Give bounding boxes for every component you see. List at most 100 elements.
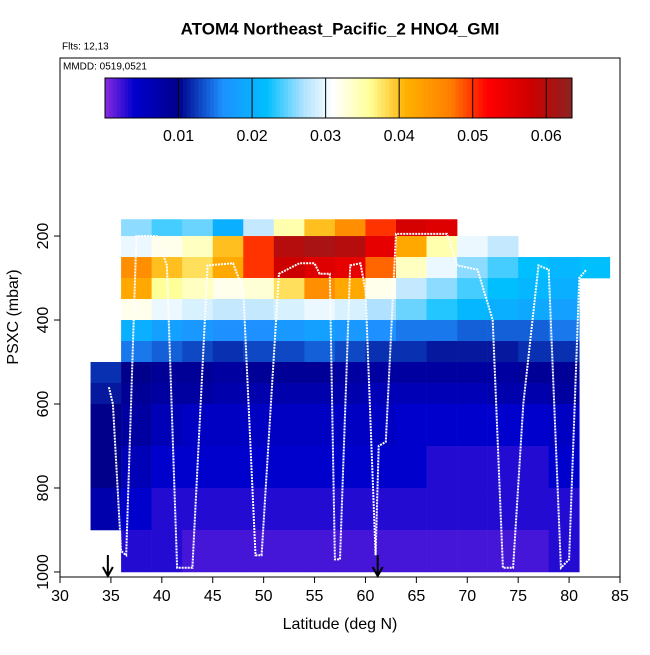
heatmap-cell [304, 362, 336, 384]
heatmap-cell [273, 487, 305, 531]
colorbar-swatch [556, 78, 561, 118]
colorbar-swatch [552, 78, 557, 118]
heatmap-cell [396, 219, 427, 237]
x-tick-label: 40 [153, 588, 171, 605]
heatmap-cell [212, 404, 244, 447]
colorbar-swatch [443, 78, 448, 118]
colorbar-swatch [112, 78, 118, 118]
colorbar-swatch [416, 78, 421, 118]
colorbar-swatch [124, 78, 129, 118]
colorbar-swatch [256, 78, 262, 118]
heatmap-cell [518, 278, 550, 300]
heatmap-cell [334, 320, 366, 342]
heatmap-cell [457, 383, 488, 405]
heatmap-cell [182, 257, 214, 279]
heatmap-cell [304, 404, 336, 447]
colorbar-swatch [486, 78, 491, 118]
heatmap-cell [212, 278, 244, 300]
colorbar-swatch [143, 78, 149, 118]
colorbar-swatch [322, 78, 328, 118]
colorbar-swatch [517, 78, 522, 118]
heatmap-cell [365, 445, 397, 489]
heatmap-cell [334, 341, 366, 363]
colorbar-swatch [498, 78, 503, 118]
heatmap-cell [212, 383, 244, 405]
colorbar-swatch [284, 78, 289, 118]
heatmap-cell [151, 404, 183, 447]
colorbar-swatch [221, 78, 227, 118]
heatmap-cell [518, 341, 550, 363]
colorbar-swatch [404, 78, 410, 118]
colorbar-swatch [260, 78, 266, 118]
colorbar-tick-label: 0.05 [457, 128, 488, 145]
colorbar-swatch [447, 78, 452, 118]
colorbar-swatch [400, 78, 406, 118]
track-layer [101, 232, 588, 579]
colorbar-swatch [482, 78, 487, 118]
heatmap-cell [212, 219, 244, 237]
y-tick-label: 200 [35, 223, 52, 250]
colorbar-swatch [431, 78, 437, 118]
dates-label: MMDD: 0519,0521 [63, 62, 147, 73]
location-arrow [371, 555, 384, 579]
heatmap-cell [548, 487, 580, 531]
colorbar-swatch [245, 78, 250, 118]
colorbar-swatch [525, 78, 530, 118]
heatmap-cell [273, 278, 305, 300]
heatmap-cell [243, 362, 275, 384]
colorbar-swatch [536, 78, 542, 118]
heatmap-cell [121, 404, 152, 447]
colorbar-swatch [237, 78, 242, 118]
heatmap-cell [548, 278, 580, 300]
colorbar-swatch [361, 78, 367, 118]
plot-frame [59, 57, 621, 578]
heatmap-cell [334, 219, 366, 237]
x-tick-label: 50 [255, 588, 273, 605]
colorbar-swatch [424, 78, 429, 118]
heatmap-cell [151, 219, 183, 237]
heatmap-cell [548, 257, 580, 279]
heatmap-cell [518, 257, 550, 279]
heatmap-cell [396, 236, 427, 258]
colorbar-swatch [264, 78, 269, 118]
colorbar-swatch [213, 78, 219, 118]
colorbar: 0.01 0.02 0.03 0.04 0.05 0.06 [104, 77, 573, 145]
heatmap-cell [487, 445, 519, 489]
heatmap-cell [304, 383, 336, 405]
heatmap-cell [90, 362, 122, 384]
heatmap-cell [212, 341, 244, 363]
colorbar-swatch [428, 78, 433, 118]
heatmap-cell [487, 383, 519, 405]
heatmap-cell [334, 383, 366, 405]
colorbar-swatch [280, 78, 285, 118]
colorbar-swatch [357, 78, 363, 118]
y-axis-label: PSXC (mbar) [5, 269, 22, 364]
colorbar-swatch [346, 78, 351, 118]
heatmap-cell [365, 362, 397, 384]
heatmap-cell [182, 487, 214, 531]
x-tick-label: 85 [611, 588, 629, 605]
colorbar-tick-label: 0.02 [237, 128, 268, 145]
heatmap-cell [487, 257, 519, 279]
heatmap-cell [151, 383, 183, 405]
colorbar-swatch [540, 78, 546, 118]
heatmap-cell [426, 219, 458, 237]
heatmap-cell [182, 383, 214, 405]
colorbar-swatch [217, 78, 223, 118]
heatmap-cell [121, 257, 152, 279]
location-arrow [101, 555, 114, 579]
colorbar-swatch [334, 78, 339, 118]
colorbar-swatch [365, 78, 371, 118]
colorbar-tick-label: 0.01 [163, 128, 194, 145]
heatmap-cell [243, 299, 275, 321]
colorbar-swatch [381, 78, 386, 118]
colorbar-swatch [377, 78, 382, 118]
colorbar-swatch [509, 78, 515, 118]
heatmap-cell [548, 529, 580, 573]
heatmap-cell [365, 257, 397, 279]
chart-title: ATOM4 Northeast_Pacific_2 HNO4_GMI [181, 19, 500, 38]
heatmap-cell [518, 362, 550, 384]
colorbar-swatch [108, 78, 114, 118]
colorbar-swatch [140, 78, 145, 118]
heatmap-cell [182, 236, 214, 258]
